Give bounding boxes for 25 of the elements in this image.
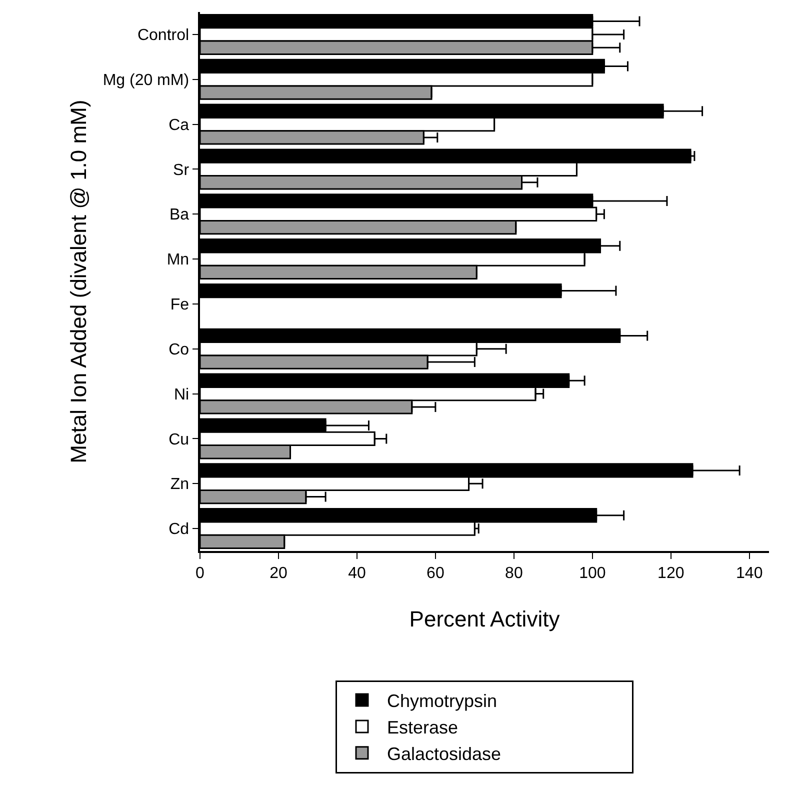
legend-label: Esterase [387, 717, 458, 738]
y-tick-label: Cu [168, 431, 190, 448]
y-tick-label: Zn [170, 476, 190, 494]
x-tick-label: 60 [426, 564, 444, 582]
x-tick-label: 40 [348, 564, 366, 582]
y-tick-label: Ni [174, 386, 190, 404]
y-axis-title: Metal Ion Added (divalent @ 1.0 mM) [66, 100, 92, 464]
legend-label: Galactosidase [387, 744, 502, 764]
x-tick-label: 80 [505, 564, 523, 582]
x-tick-label: 140 [736, 564, 763, 582]
y-tick-label: Sr [173, 162, 190, 179]
x-tick-label: 20 [270, 564, 288, 582]
x-tick-label: 120 [658, 564, 684, 582]
y-tick-label: Cd [168, 521, 190, 538]
x-axis-title: Percent Activity [409, 606, 560, 632]
x-tick-label: 0 [196, 564, 205, 582]
y-tick-label: Mn [166, 252, 190, 269]
x-tick-label: 100 [579, 564, 606, 582]
y-tick-label: Ba [169, 206, 190, 224]
y-tick-label: Control [137, 27, 190, 44]
y-tick-label: Co [168, 341, 190, 358]
legend-label: Chymotrypsin [387, 691, 498, 712]
y-tick-label: Fe [170, 296, 190, 314]
y-tick-label: Ca [168, 116, 190, 134]
y-tick-label: Mg (20 mM) [102, 72, 190, 89]
